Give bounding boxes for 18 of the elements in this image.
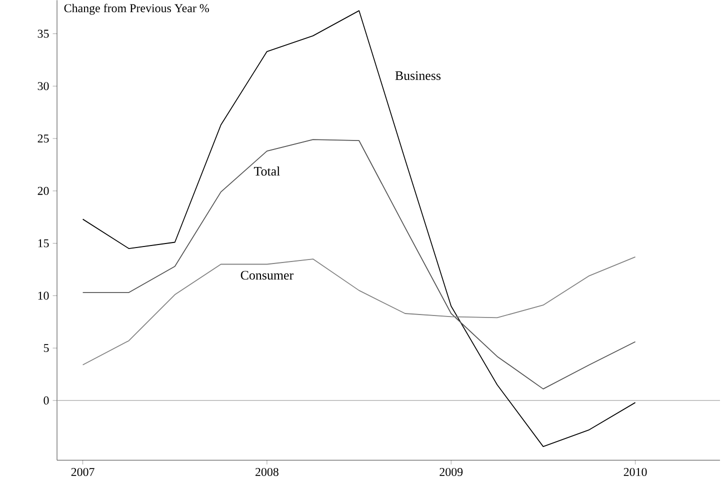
line-series (82, 256, 636, 366)
y-tick-label: 15 (38, 239, 49, 248)
series-label: Business (395, 71, 441, 80)
y-tick-label: 35 (38, 30, 49, 38)
y-tick-label: 20 (38, 186, 49, 195)
y-tick-label: 30 (38, 82, 49, 90)
line-series (82, 139, 636, 390)
x-tick-label: 2009 (440, 468, 463, 476)
y-tick-label: 0 (44, 396, 49, 404)
y-tick-label: 10 (38, 292, 49, 300)
y-tick-label: 25 (38, 134, 49, 142)
x-tick-label: 2008 (256, 468, 278, 476)
series-label: Consumer (240, 270, 294, 280)
y-tick-label: 5 (44, 344, 49, 352)
series-label: Total (254, 166, 280, 176)
y-axis-title: Change from Previous Year % (64, 4, 209, 15)
x-tick-label: 2010 (624, 468, 647, 476)
x-tick-label: 2007 (71, 468, 94, 476)
